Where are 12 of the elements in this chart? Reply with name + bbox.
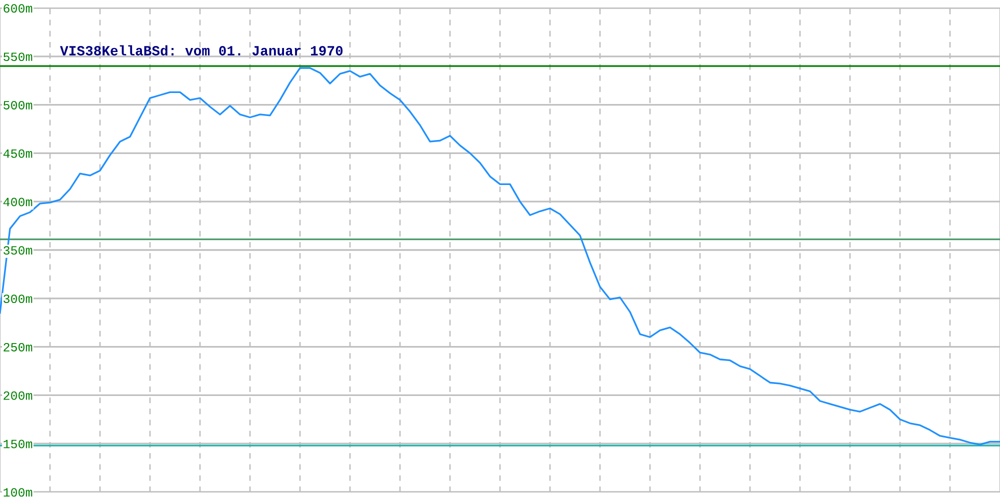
y-tick-label: 100m [4, 488, 32, 497]
y-tick-label: 400m [3, 198, 32, 206]
y-tick-label: 500m [4, 100, 32, 110]
y-tick-label: 450m [3, 149, 32, 158]
y-tick-label: 150m [4, 440, 32, 448]
y-tick-label: 350m [4, 246, 32, 255]
y-tick-label: 300m [4, 294, 32, 304]
y-tick-label: 550m [4, 52, 32, 62]
text: VIS38KellaBSd: vom 01. Januar 1970 [60, 45, 343, 56]
y-tick-label: 200m [4, 391, 32, 400]
y-tick-label: 250m [4, 342, 32, 352]
y-tick-label: 600m [4, 4, 32, 13]
